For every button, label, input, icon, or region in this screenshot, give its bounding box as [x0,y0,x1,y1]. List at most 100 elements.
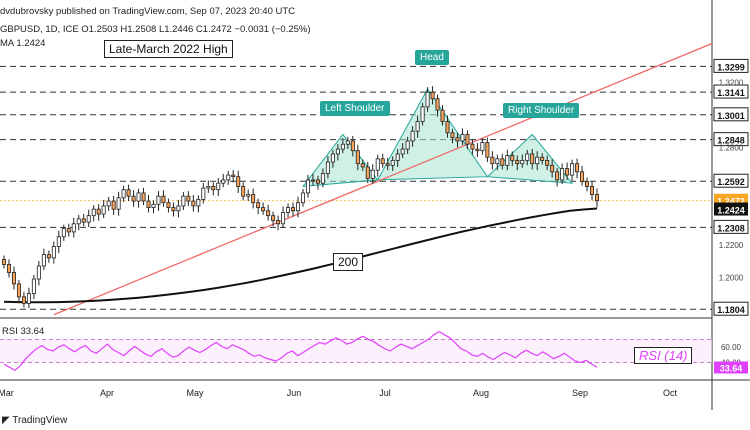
price-tick: 1.2800 [719,143,744,152]
candle-body [510,155,515,161]
time-tick: Apr [100,388,114,398]
candle-body [335,148,340,155]
candle-body [291,207,296,212]
time-tick: Aug [473,388,489,398]
candle-body [106,200,111,207]
time-tick: Sep [572,388,588,398]
candle-body [325,161,330,174]
candle-body [330,153,335,163]
price-axis: 1.3299 1.3141 1.3001 1.2848 1.2592 1.2308 1.18… [713,58,749,316]
price-tick: 1.3200 [719,78,744,87]
candle-body [46,254,51,259]
candle-body [121,189,126,199]
price-tick: 1.2200 [719,241,744,250]
candle-body [221,179,226,184]
candle-body [545,160,550,166]
candle-body [236,176,241,187]
rsi-line [3,331,598,372]
candle-body [580,171,585,182]
candle-body [550,164,555,173]
candle-body [156,195,161,205]
candle-body [530,153,535,165]
tradingview-icon: ◤ [2,415,13,426]
candle-body [495,158,500,165]
candle-body [136,192,141,202]
candle-body [465,134,470,145]
candle-body [385,163,390,166]
candle-body [590,186,595,195]
level-label: 1.2308 [717,223,745,233]
candle-body [340,143,345,150]
candle-body [420,106,425,122]
level-label: 1.3001 [717,111,745,121]
level-label: 1.3299 [717,62,745,72]
candle-body [6,263,11,273]
tradingview-brand: TradingView [12,415,68,426]
candle-body [201,187,206,200]
level-label-box [713,84,749,99]
candle-body [11,272,16,285]
rsi-legend-label: RSI (14) [634,347,693,364]
rsi-band [0,339,712,363]
time-tick: Jul [379,388,391,398]
candle-body [196,199,201,207]
ma-value-line: MA 1.2424 [0,38,46,49]
rsi-last-box [714,361,748,374]
level-label: 1.1804 [717,305,745,315]
level-label-box [713,107,749,122]
candle-body [16,283,21,298]
candle-body [226,174,231,181]
candle-body [430,91,435,100]
level-label-box [713,219,749,234]
candle-body [405,140,410,150]
candle-body [305,179,310,194]
candle-body [186,195,191,202]
candle-body [131,195,136,202]
candle-body [395,153,400,161]
candle-body [176,205,181,212]
candle-body [540,156,545,161]
level-label: 1.2592 [717,177,745,187]
candle-body [271,215,276,221]
candle-body [231,174,236,178]
price-tick: 1.2000 [719,273,744,282]
candle-body [490,156,495,165]
candle-body [310,179,315,182]
candle-body [595,194,600,202]
left-shoulder-label: Left Shoulder [320,101,390,116]
time-tick: May [186,388,204,398]
publisher-line: dvdubrovsky published on TradingView.com… [0,6,296,17]
trendline [53,42,713,316]
candle-body [355,150,360,165]
candle-body [71,223,76,233]
level-label: 1.3141 [717,88,745,98]
candle-body [161,195,166,204]
candle-body [276,220,281,225]
candle-body [101,205,106,215]
ma-200-label: 200 [333,253,364,271]
tradingview-logo: ◤ TradingView [2,415,67,426]
candles [2,86,600,309]
candle-body [515,160,520,165]
candle-body [575,163,580,173]
candle-body [261,207,266,212]
level-label-box [713,132,749,147]
candle-body [76,218,81,225]
candle-body [31,278,36,295]
ma-value-box [714,202,748,216]
level-label-box [713,58,749,73]
rising-trendline [53,42,713,316]
rsi-last-label: 33.64 [720,363,743,373]
candle-body [425,91,430,108]
candle-body [146,200,151,208]
time-axis: Mar Apr May Jun Jul Aug Sep Oct [0,388,677,398]
candle-body [56,236,61,247]
candle-body [410,130,415,142]
candle-body [96,208,101,215]
level-label-box [713,301,749,316]
candle-body [116,197,121,210]
candle-body [460,134,465,142]
time-tick: Jun [287,388,302,398]
candle-body [286,207,291,213]
head-label: Head [415,50,449,65]
